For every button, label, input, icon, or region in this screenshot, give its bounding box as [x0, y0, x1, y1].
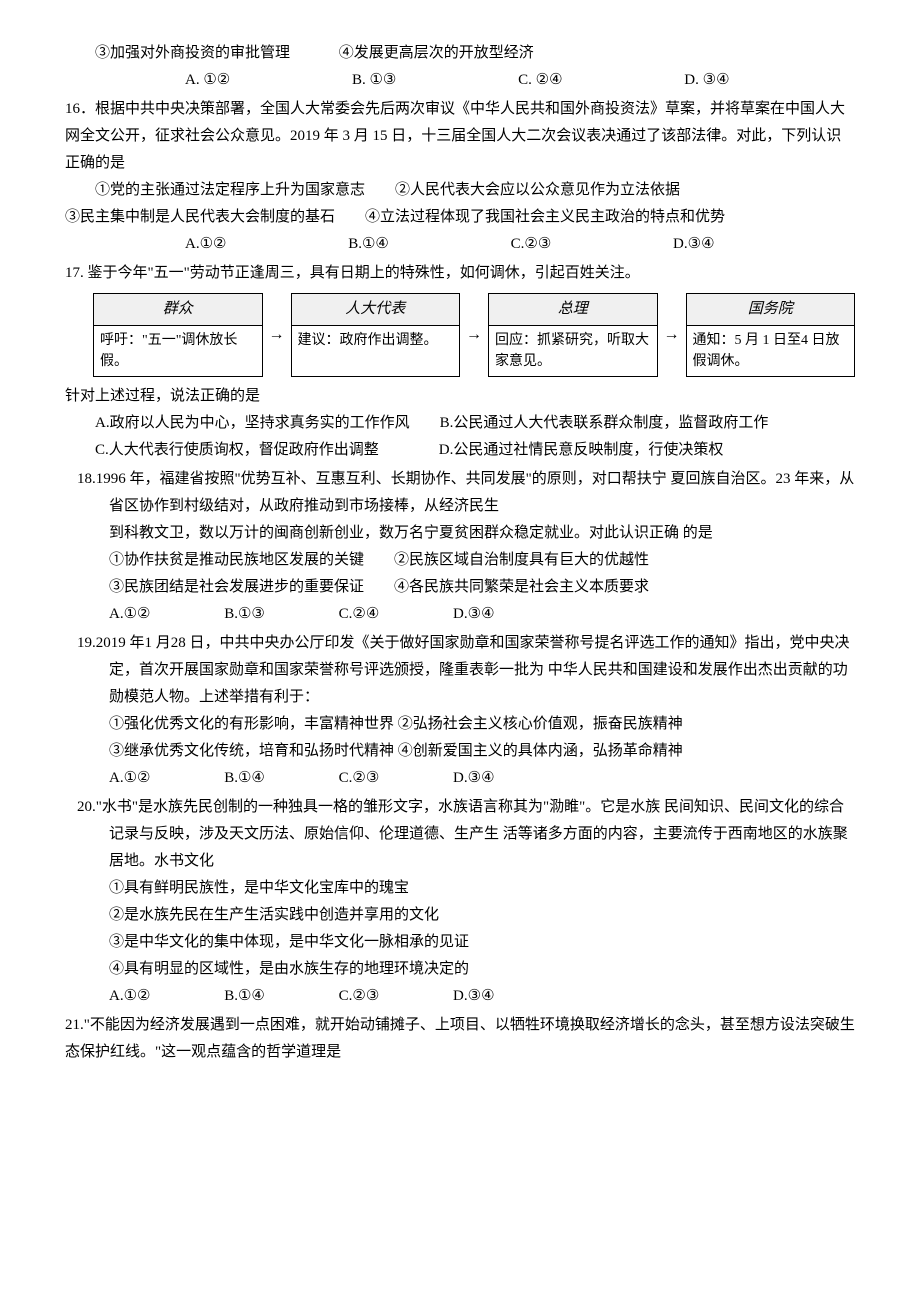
q15-opt4: ④发展更高层次的开放型经济: [339, 45, 534, 61]
flow-header-3: 总理: [489, 294, 657, 326]
arrow-icon: →: [267, 321, 287, 350]
q20-choice-b: B.①④: [224, 983, 265, 1010]
q18-choices: A.①② B.①③ C.②④ D.③④: [109, 601, 855, 628]
q20-choice-a: A.①②: [109, 983, 150, 1010]
q17-lead: 针对上述过程，说法正确的是: [65, 383, 855, 410]
flow-box-1: 群众 呼吁："五一"调休放长假。: [93, 293, 263, 377]
q19-choice-a: A.①②: [109, 765, 150, 792]
q19-line1: 19.2019 年1 月28 日，中共中央办公厅印发《关于做好国家勋章和国家荣誉…: [109, 630, 855, 711]
q20-opt4: ④具有明显的区域性，是由水族生存的地理环境决定的: [109, 956, 855, 983]
flow-box-4: 国务院 通知：5 月 1 日至4 日放假调休。: [686, 293, 856, 377]
q20-choices: A.①② B.①④ C.②③ D.③④: [109, 983, 855, 1010]
q18-choice-b: B.①③: [224, 601, 265, 628]
q18-line2: 到科教文卫，数以万计的闽商创新创业，数万名宁夏贫困群众稳定就业。对此认识正确 的…: [109, 520, 855, 547]
flow-header-2: 人大代表: [292, 294, 460, 326]
q16-opt-line1: ①党的主张通过法定程序上升为国家意志 ②人民代表大会应以公众意见作为立法依据: [65, 177, 855, 204]
flow-body-4: 通知：5 月 1 日至4 日放假调休。: [687, 326, 855, 376]
q15-choice-c: C. ②④: [458, 67, 562, 94]
q19-opt2: ③继承优秀文化传统，培育和弘扬时代精神 ④创新爱国主义的具体内涵，弘扬革命精神: [109, 738, 855, 765]
q18-line1: 18.1996 年，福建省按照"优势互补、互惠互利、长期协作、共同发展"的原则，…: [109, 466, 855, 520]
q16-choice-c: C.②③: [451, 231, 552, 258]
q15-opt3: ③加强对外商投资的审批管理: [95, 45, 290, 61]
flow-body-3: 回应：抓紧研究，听取大家意见。: [489, 326, 657, 376]
question-18: 18.1996 年，福建省按照"优势互补、互惠互利、长期协作、共同发展"的原则，…: [65, 466, 855, 628]
flow-body-1: 呼吁："五一"调休放长假。: [94, 326, 262, 376]
q16-choice-d: D.③④: [613, 231, 714, 258]
q20-choice-d: D.③④: [453, 983, 494, 1010]
q18-choice-c: C.②④: [339, 601, 380, 628]
flow-box-2: 人大代表 建议：政府作出调整。: [291, 293, 461, 377]
q16-choice-b: B.①④: [288, 231, 389, 258]
q19-choices: A.①② B.①④ C.②③ D.③④: [109, 765, 855, 792]
q18-choice-a: A.①②: [109, 601, 150, 628]
flow-header-1: 群众: [94, 294, 262, 326]
q15-choice-b: B. ①③: [292, 67, 396, 94]
question-17: 17. 鉴于今年"五一"劳动节正逢周三，具有日期上的特殊性，如何调休，引起百姓关…: [65, 260, 855, 464]
q15-choice-d: D. ③④: [624, 67, 729, 94]
q19-choice-c: C.②③: [339, 765, 380, 792]
q17-stem: 17. 鉴于今年"五一"劳动节正逢周三，具有日期上的特殊性，如何调休，引起百姓关…: [65, 260, 855, 287]
q16-choices: A.①② B.①④ C.②③ D.③④: [65, 231, 855, 258]
q20-line1: 20."水书"是水族先民创制的一种独具一格的雏形文字，水族语言称其为"泐睢"。它…: [109, 794, 855, 875]
arrow-icon: →: [662, 321, 682, 350]
q16-choice-a: A.①②: [125, 231, 226, 258]
q18-opt2: ③民族团结是社会发展进步的重要保证 ④各民族共同繁荣是社会主义本质要求: [109, 574, 855, 601]
q20-choice-c: C.②③: [339, 983, 380, 1010]
question-15-tail: ③加强对外商投资的审批管理 ④发展更高层次的开放型经济 A. ①② B. ①③ …: [65, 40, 855, 94]
q20-opt3: ③是中华文化的集中体现，是中华文化一脉相承的见证: [109, 929, 855, 956]
q16-stem: 16．根据中共中央决策部署，全国人大常委会先后两次审议《中华人民共和国外商投资法…: [65, 96, 855, 177]
flow-header-4: 国务院: [687, 294, 855, 326]
q17-choice-cd: C.人大代表行使质询权，督促政府作出调整 D.公民通过社情民意反映制度，行使决策…: [65, 437, 855, 464]
q20-opt1: ①具有鲜明民族性，是中华文化宝库中的瑰宝: [109, 875, 855, 902]
q18-opt1: ①协作扶贫是推动民族地区发展的关键 ②民族区域自治制度具有巨大的优越性: [109, 547, 855, 574]
q21-line1: 21."不能因为经济发展遇到一点困难，就开始动铺摊子、上项目、以牺牲环境换取经济…: [65, 1012, 855, 1066]
q15-choices: A. ①② B. ①③ C. ②④ D. ③④: [65, 67, 855, 94]
q19-choice-d: D.③④: [453, 765, 494, 792]
q15-choice-a: A. ①②: [125, 67, 230, 94]
q20-opt2: ②是水族先民在生产生活实践中创造并享用的文化: [109, 902, 855, 929]
q15-options-line: ③加强对外商投资的审批管理 ④发展更高层次的开放型经济: [65, 40, 855, 67]
q18-choice-d: D.③④: [453, 601, 494, 628]
q17-choice-ab: A.政府以人民为中心，坚持求真务实的工作作风 B.公民通过人大代表联系群众制度，…: [65, 410, 855, 437]
arrow-icon: →: [464, 321, 484, 350]
q19-choice-b: B.①④: [224, 765, 265, 792]
flow-body-2: 建议：政府作出调整。: [292, 326, 460, 355]
question-16: 16．根据中共中央决策部署，全国人大常委会先后两次审议《中华人民共和国外商投资法…: [65, 96, 855, 258]
q17-flowchart: 群众 呼吁："五一"调休放长假。 → 人大代表 建议：政府作出调整。 → 总理 …: [93, 293, 855, 377]
question-20: 20."水书"是水族先民创制的一种独具一格的雏形文字，水族语言称其为"泐睢"。它…: [65, 794, 855, 1010]
q16-opt-line2: ③民主集中制是人民代表大会制度的基石 ④立法过程体现了我国社会主义民主政治的特点…: [65, 204, 855, 231]
question-21: 21."不能因为经济发展遇到一点困难，就开始动铺摊子、上项目、以牺牲环境换取经济…: [65, 1012, 855, 1066]
flow-box-3: 总理 回应：抓紧研究，听取大家意见。: [488, 293, 658, 377]
q19-opt1: ①强化优秀文化的有形影响，丰富精神世界 ②弘扬社会主义核心价值观，振奋民族精神: [109, 711, 855, 738]
question-19: 19.2019 年1 月28 日，中共中央办公厅印发《关于做好国家勋章和国家荣誉…: [65, 630, 855, 792]
